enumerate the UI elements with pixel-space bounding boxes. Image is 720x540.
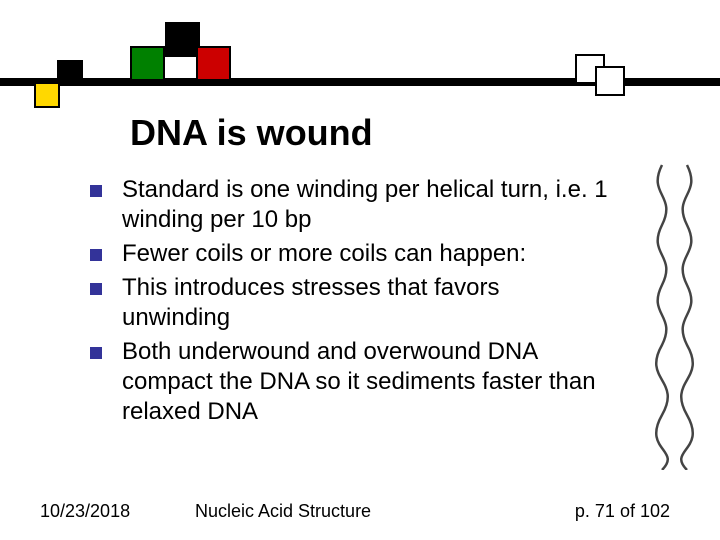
list-item: Standard is one winding per helical turn… (90, 175, 610, 235)
decor-box-outline-front (595, 66, 625, 96)
list-item: This introduces stresses that favors unw… (90, 273, 610, 333)
decor-box-green (130, 46, 165, 81)
bullet-text: Both underwound and overwound DNA compac… (122, 337, 610, 427)
bullet-text: Standard is one winding per helical turn… (122, 175, 610, 235)
footer-subject: Nucleic Acid Structure (195, 501, 371, 522)
dna-helix-illustration (637, 160, 712, 470)
header-decoration (0, 0, 720, 110)
list-item: Both underwound and overwound DNA compac… (90, 337, 610, 427)
bullet-text: This introduces stresses that favors unw… (122, 273, 610, 333)
decor-box-red (196, 46, 231, 81)
footer-date: 10/23/2018 (40, 501, 130, 522)
bullet-icon (90, 347, 102, 359)
footer-page-number: p. 71 of 102 (575, 501, 670, 522)
bullet-text: Fewer coils or more coils can happen: (122, 239, 526, 269)
bullet-icon (90, 249, 102, 261)
decor-box-black-small (57, 60, 83, 86)
list-item: Fewer coils or more coils can happen: (90, 239, 610, 269)
bullet-icon (90, 283, 102, 295)
slide-title: DNA is wound (130, 112, 373, 154)
decor-box-black-large (165, 22, 200, 57)
bullet-list: Standard is one winding per helical turn… (90, 175, 610, 431)
decor-box-yellow (34, 82, 60, 108)
bullet-icon (90, 185, 102, 197)
